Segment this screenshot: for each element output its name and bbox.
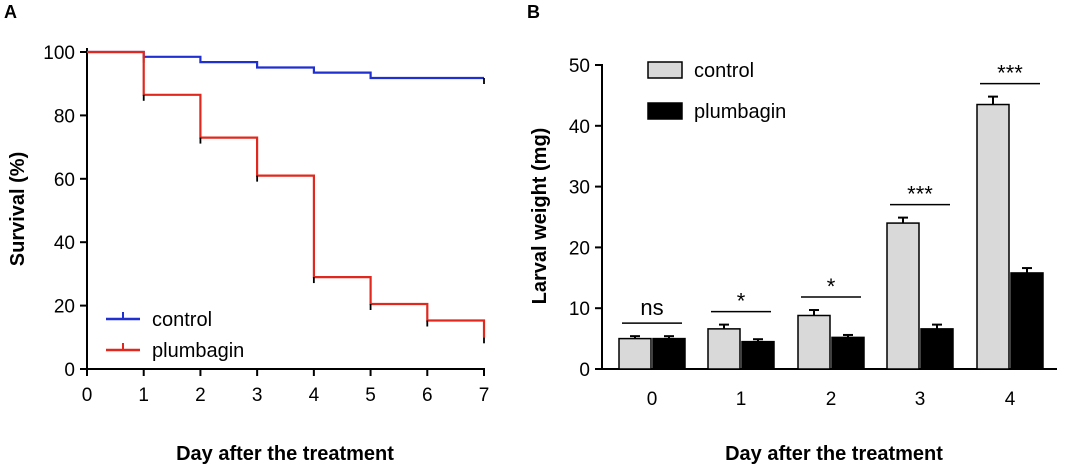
panel-a-legend: control plumbagin — [106, 309, 244, 362]
panel-b-bars — [618, 95, 1044, 370]
legend-b-plumbagin-swatch — [647, 102, 683, 120]
significance-label: *** — [997, 61, 1023, 86]
significance-label: * — [737, 289, 746, 314]
panel-a-x-tick-label: 6 — [422, 385, 433, 406]
bar-control-day-0 — [618, 337, 652, 370]
panel-a-series — [87, 50, 486, 344]
panel-b-y-tick-label: 30 — [569, 178, 590, 199]
panel-b-x-ticks: 0 1 2 3 4 — [647, 389, 1016, 410]
bar-plumbagin-day-3 — [920, 328, 954, 370]
panel-b-y-tick-label: 40 — [569, 117, 590, 138]
panel-a-x-tick-label: 4 — [309, 385, 320, 406]
panel-b-significance: ns ******** — [622, 61, 1040, 324]
significance-label: ns — [640, 295, 663, 320]
panel-b-label: B — [527, 2, 540, 22]
panel-a-x-tick-label: 7 — [479, 385, 490, 406]
panel-a-y-ticks: 0 20 40 60 80 100 — [43, 43, 87, 381]
bar-plumbagin-day-4 — [1010, 272, 1044, 370]
legend-b-control-label: control — [694, 60, 754, 82]
panel-a-x-tick-label: 2 — [195, 385, 206, 406]
panel-a-y-axis-title: Survival (%) — [7, 152, 29, 266]
bar-plumbagin-day-2 — [831, 336, 865, 370]
legend-plumbagin-label: plumbagin — [152, 340, 244, 362]
panel-b-x-tick-label: 4 — [1005, 389, 1016, 410]
panel-a-y-tick-label: 0 — [64, 360, 75, 381]
significance-label: * — [827, 274, 836, 299]
panel-a-y-tick-label: 80 — [54, 106, 75, 127]
panel-a-x-tick-label: 0 — [82, 385, 93, 406]
panel-a-y-tick-label: 60 — [54, 170, 75, 191]
panel-a-x-tick-label: 1 — [138, 385, 149, 406]
bar-control-day-4 — [976, 103, 1010, 370]
panel-b-y-tick-label: 20 — [569, 238, 590, 259]
bar-plumbagin-day-1 — [741, 340, 775, 370]
panel-a-x-tick-label: 5 — [365, 385, 376, 406]
panel-a-x-axis-title: Day after the treatment — [176, 443, 394, 465]
bar-control-day-3 — [886, 222, 920, 370]
panel-b-y-tick-label: 10 — [569, 299, 590, 320]
panel-b-x-tick-label: 1 — [736, 389, 747, 410]
panel-b-legend: control plumbagin — [647, 60, 786, 123]
bar-control-day-1 — [707, 328, 741, 370]
panel-b-y-axis-title: Larval weight (mg) — [529, 128, 551, 305]
panel-b-x-axis-title: Day after the treatment — [725, 443, 943, 465]
survival-line-plumbagin — [87, 50, 486, 338]
panel-b-x-tick-label: 2 — [826, 389, 837, 410]
panel-a: A 0 20 40 60 80 100 0 1 2 3 4 5 6 7 Survival (%) Day… — [4, 2, 489, 465]
panel-a-y-tick-label: 40 — [54, 233, 75, 254]
panel-b-y-tick-label: 50 — [569, 56, 590, 77]
panel-a-y-tick-label: 20 — [54, 297, 75, 318]
panel-a-label: A — [4, 2, 17, 22]
panel-b-x-tick-label: 0 — [647, 389, 658, 410]
panel-a-x-tick-label: 3 — [252, 385, 263, 406]
survival-line-control — [87, 50, 484, 80]
panel-b-y-ticks: 0 10 20 30 40 50 — [569, 56, 602, 381]
bar-control-day-2 — [797, 314, 831, 370]
panel-b-y-tick-label: 0 — [579, 360, 590, 381]
panel-a-y-tick-label: 100 — [43, 43, 75, 64]
panel-b-x-tick-label: 3 — [915, 389, 926, 410]
legend-control-label: control — [152, 309, 212, 331]
panel-a-x-ticks: 0 1 2 3 4 5 6 7 — [82, 369, 490, 406]
bar-plumbagin-day-0 — [652, 337, 686, 370]
legend-b-plumbagin-label: plumbagin — [694, 101, 786, 123]
legend-b-control-swatch — [647, 61, 683, 79]
significance-label: *** — [907, 182, 933, 207]
